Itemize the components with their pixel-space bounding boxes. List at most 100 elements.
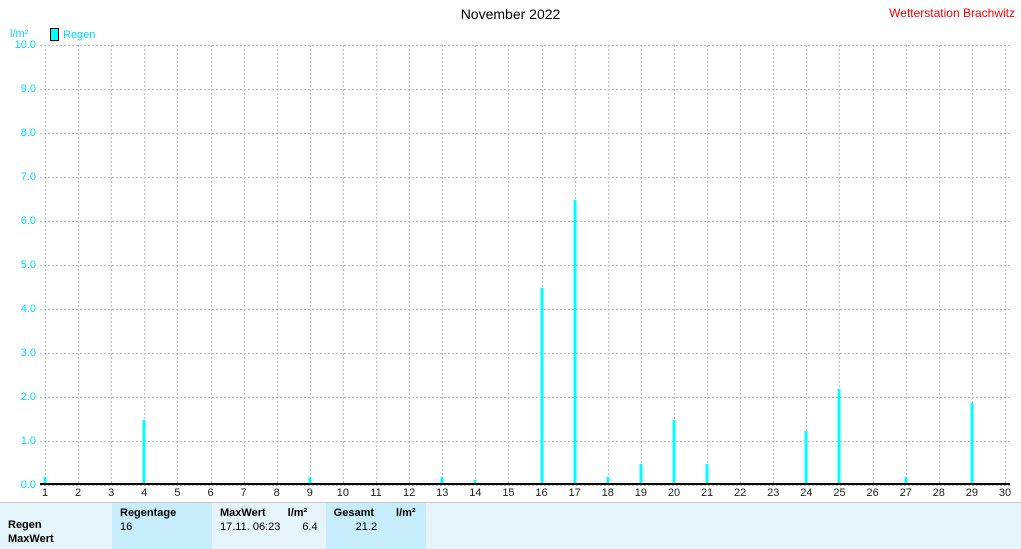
rain-bar	[573, 200, 576, 484]
xtick-label: 11	[370, 487, 381, 499]
summary-value: 16	[120, 521, 132, 533]
ytick-label: 2.0	[10, 391, 36, 403]
xtick-label: 15	[502, 487, 514, 499]
gridline-h	[40, 177, 1010, 178]
summary-cell: Regentage 16	[112, 502, 212, 549]
gridline-v	[376, 45, 377, 484]
summary-unit-value: 21.2	[356, 521, 377, 533]
gridline-h	[40, 309, 1010, 310]
xtick-label: 8	[274, 487, 280, 499]
summary-row-label: Regen	[8, 519, 104, 531]
summary-table: Regen MaxWert Regentage 16 MaxWert l/m² 17.11.…	[0, 502, 1021, 549]
gridline-h	[40, 397, 1010, 398]
xtick-label: 9	[307, 487, 313, 499]
gridline-v	[111, 45, 112, 484]
gridline-h	[40, 89, 1010, 90]
xtick-label: 6	[207, 487, 213, 499]
gridline-v	[906, 45, 907, 484]
gridline-v	[211, 45, 212, 484]
gridline-v	[177, 45, 178, 484]
xtick-label: 20	[668, 487, 680, 499]
xtick-label: 14	[469, 487, 481, 499]
gridline-v	[773, 45, 774, 484]
chart-plot-area	[40, 45, 1010, 485]
gridline-h	[40, 45, 1010, 46]
gridline-v	[508, 45, 509, 484]
summary-filler	[426, 502, 1021, 549]
summary-header: Regentage	[120, 507, 176, 519]
summary-value: 17.11. 06:23	[220, 521, 280, 533]
x-axis-line	[40, 483, 1010, 484]
xtick-label: 25	[833, 487, 845, 499]
xtick-label: 24	[800, 487, 812, 499]
xtick-label: 7	[241, 487, 247, 499]
gridline-v	[277, 45, 278, 484]
gridline-v	[806, 45, 807, 484]
ytick-label: 5.0	[10, 259, 36, 271]
summary-unit-value: 6.4	[302, 521, 317, 533]
rain-bar	[805, 431, 808, 484]
ytick-label: 10.0	[10, 39, 36, 51]
gridline-v	[707, 45, 708, 484]
xtick-label: 21	[701, 487, 713, 499]
rain-bar	[706, 464, 709, 484]
summary-row-labels: Regen MaxWert	[0, 502, 112, 549]
gridline-v	[144, 45, 145, 484]
ytick-label: 7.0	[10, 171, 36, 183]
gridline-v	[873, 45, 874, 484]
gridline-v	[608, 45, 609, 484]
rain-bar	[838, 389, 841, 484]
xtick-label: 26	[866, 487, 878, 499]
legend: Regen	[50, 28, 95, 41]
xtick-label: 16	[535, 487, 547, 499]
xtick-label: 18	[602, 487, 614, 499]
rain-bar	[970, 403, 973, 484]
ytick-label: 1.0	[10, 435, 36, 447]
summary-cell: Gesamt l/m² 21.2	[326, 502, 426, 549]
station-label: Wetterstation Brachwitz	[889, 6, 1015, 20]
xtick-label: 19	[635, 487, 647, 499]
xtick-label: 1	[42, 487, 48, 499]
gridline-v	[409, 45, 410, 484]
gridline-v	[343, 45, 344, 484]
ytick-label: 0.0	[10, 479, 36, 491]
chart-title: November 2022	[461, 6, 561, 22]
xtick-label: 12	[403, 487, 415, 499]
gridline-h	[40, 353, 1010, 354]
xtick-label: 23	[767, 487, 779, 499]
rain-bar	[639, 464, 642, 484]
ytick-label: 6.0	[10, 215, 36, 227]
ytick-label: 4.0	[10, 303, 36, 315]
rain-bar	[672, 420, 675, 484]
summary-row-label: MaxWert	[8, 533, 104, 545]
summary-cell: MaxWertl/m²17.11. 06:236.4	[212, 502, 326, 549]
ytick-label: 9.0	[10, 83, 36, 95]
gridline-v	[674, 45, 675, 484]
gridline-v	[641, 45, 642, 484]
legend-label: Regen	[63, 29, 95, 41]
gridline-v	[939, 45, 940, 484]
gridline-v	[475, 45, 476, 484]
xtick-label: 30	[999, 487, 1011, 499]
ytick-label: 3.0	[10, 347, 36, 359]
xtick-label: 17	[569, 487, 581, 499]
gridline-h	[40, 485, 1010, 486]
gridline-h	[40, 221, 1010, 222]
rain-bar	[143, 420, 146, 484]
gridline-h	[40, 133, 1010, 134]
gridline-v	[45, 45, 46, 484]
summary-header: MaxWert	[220, 507, 266, 519]
gridline-v	[310, 45, 311, 484]
ytick-label: 8.0	[10, 127, 36, 139]
gridline-v	[78, 45, 79, 484]
xtick-label: 22	[734, 487, 746, 499]
xtick-label: 3	[108, 487, 114, 499]
summary-unit-header: l/m²	[396, 507, 416, 519]
gridline-v	[442, 45, 443, 484]
summary-header: Gesamt	[334, 507, 374, 519]
gridline-v	[740, 45, 741, 484]
xtick-label: 10	[337, 487, 349, 499]
xtick-label: 29	[966, 487, 978, 499]
gridline-v	[1005, 45, 1006, 484]
xtick-label: 28	[933, 487, 945, 499]
